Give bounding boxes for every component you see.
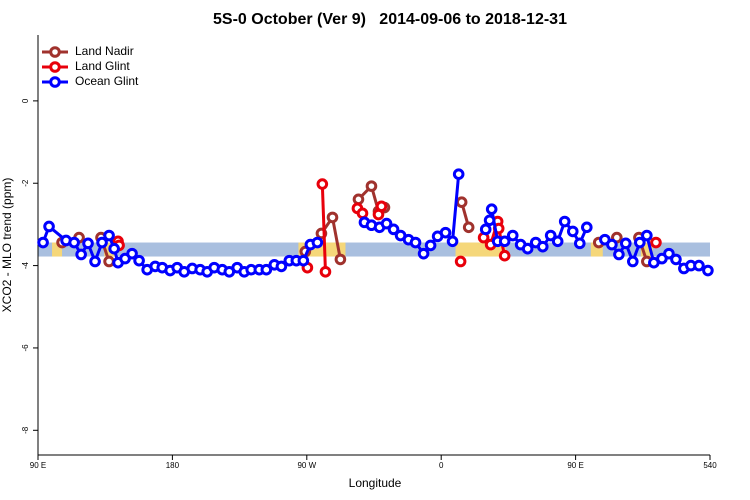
x-tick-label: 90 E	[30, 461, 46, 470]
data-point	[103, 255, 115, 268]
x-tick-label: 90 E	[567, 461, 583, 470]
legend-marker	[49, 76, 61, 88]
data-point	[650, 236, 662, 249]
data-point	[506, 229, 519, 242]
data-point	[417, 247, 430, 260]
chart-title: 5S-0 October (Ver 9) 2014-09-06 to 2018-…	[213, 11, 567, 28]
data-point	[352, 193, 365, 206]
data-point	[96, 236, 108, 249]
data-point	[544, 229, 557, 242]
data-point	[424, 239, 437, 252]
legend-marker	[49, 61, 61, 73]
data-point	[439, 226, 452, 239]
data-point	[483, 214, 496, 227]
y-tick-label: -2	[21, 179, 30, 187]
data-point	[316, 178, 329, 190]
data-point	[663, 247, 675, 260]
y-tick-label: -6	[21, 344, 30, 352]
data-point	[558, 215, 571, 228]
data-point	[619, 237, 632, 250]
data-point	[551, 235, 564, 248]
data-point	[356, 207, 369, 220]
data-point	[613, 248, 625, 261]
y-tick-label: 0	[21, 98, 30, 103]
data-point	[133, 254, 145, 267]
land-span	[590, 242, 603, 257]
data-point	[319, 265, 332, 278]
data-point	[297, 254, 310, 267]
land-span	[640, 242, 653, 257]
data-point	[626, 255, 639, 268]
data-point	[454, 255, 467, 268]
data-point	[409, 236, 422, 249]
data-point	[108, 242, 120, 255]
data-point	[275, 260, 288, 273]
data-point	[43, 220, 55, 233]
data-point	[82, 237, 94, 250]
y-tick-label: -4	[21, 261, 30, 269]
data-point	[75, 248, 87, 261]
data-point	[89, 255, 101, 268]
data-point	[68, 236, 80, 249]
land-span	[52, 242, 63, 257]
x-tick-label: 540	[703, 461, 717, 470]
legend-marker	[49, 46, 61, 58]
data-point	[311, 236, 324, 249]
data-point	[521, 242, 534, 255]
legend-label: Ocean Glint	[75, 74, 139, 88]
data-point	[103, 229, 115, 242]
data-point	[606, 238, 618, 251]
data-point	[498, 249, 511, 262]
data-point	[380, 217, 393, 230]
data-point	[387, 223, 400, 236]
data-point	[485, 203, 498, 215]
data-point	[498, 235, 511, 248]
legend-label: Land Glint	[75, 59, 130, 73]
legend-label: Land Nadir	[75, 44, 134, 58]
data-point	[334, 253, 347, 266]
data-point	[37, 236, 49, 249]
data-point	[670, 253, 682, 266]
data-point	[479, 223, 492, 236]
data-point	[634, 236, 646, 249]
data-point	[452, 168, 465, 180]
data-point	[446, 235, 459, 248]
data-point	[326, 211, 339, 224]
y-axis-label: XCO2 - MLO trend (ppm)	[0, 178, 14, 313]
x-tick-label: 90 W	[297, 461, 316, 470]
data-point	[581, 221, 593, 234]
x-tick-label: 180	[166, 461, 180, 470]
data-point	[693, 259, 705, 272]
data-point	[702, 264, 714, 277]
data-point	[462, 221, 475, 234]
y-tick-label: -8	[21, 426, 30, 434]
data-point	[641, 229, 653, 242]
x-axis-label: Longitude	[349, 476, 402, 490]
data-point	[375, 200, 388, 213]
data-point	[566, 225, 579, 238]
data-point	[455, 196, 468, 208]
data-point	[536, 240, 549, 253]
series-line	[320, 184, 327, 272]
data-point	[365, 180, 378, 192]
x-tick-label: 0	[439, 461, 444, 470]
data-point	[573, 237, 586, 250]
data-point	[260, 263, 273, 276]
data-point	[126, 247, 138, 260]
